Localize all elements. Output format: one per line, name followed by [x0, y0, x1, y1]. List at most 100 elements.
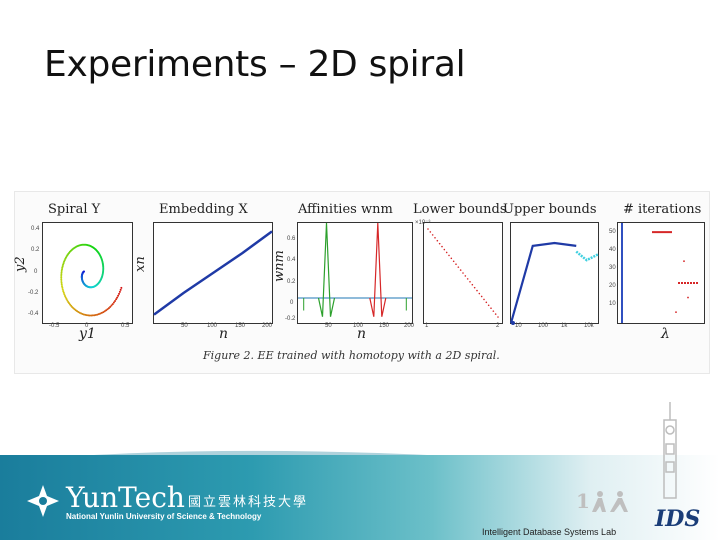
lower-bound-point [494, 313, 497, 315]
lab-name: Intelligent Database Systems Lab [482, 527, 617, 537]
lower-bound-point [455, 263, 457, 265]
spiral-point [61, 288, 64, 291]
upper-bound-line-2 [575, 250, 599, 262]
ylabel-embedding: xn [133, 256, 148, 272]
lower-bound-point [476, 289, 478, 292]
iterations-point [683, 260, 685, 263]
spiral-point [115, 298, 118, 301]
svg-text:1: 1 [576, 489, 590, 513]
ytick: 0.2 [31, 247, 40, 253]
spiral-point [119, 288, 122, 291]
ytick: -0.4 [28, 311, 39, 317]
lower-bound-point [464, 275, 467, 277]
lower-bound-point [431, 234, 434, 236]
ytick: 40 [609, 247, 616, 253]
panel-title-iterations: # iterations [623, 202, 702, 217]
lower-bound-point [443, 248, 446, 251]
plot-affinities [297, 222, 413, 324]
footer-band [0, 455, 720, 540]
ytick: 0.2 [287, 279, 296, 285]
xlabel-embedding: n [219, 326, 229, 342]
spiral-point [117, 294, 120, 297]
xtick: 200 [404, 323, 415, 329]
lower-bound-point [441, 245, 443, 248]
panel-affinities: Affinities wnm wnm 0.6 0.4 0.2 0 -0.2 50… [272, 192, 415, 373]
plot-embedding [153, 222, 273, 324]
lower-bound-point [483, 298, 485, 301]
xtick: 50 [325, 323, 332, 329]
upper-bound-point [511, 321, 515, 325]
spiral-point [60, 276, 63, 279]
lower-bound-point [427, 228, 429, 230]
panel-spiral: Spiral Y y2 0.4 0.2 0 -0.2 -0.4 -0.5 0 0… [13, 192, 135, 373]
spiral-point [60, 274, 63, 277]
panel-title-spiral: Spiral Y [48, 202, 101, 217]
plot-upper [509, 222, 599, 325]
spiral-point [87, 314, 90, 317]
spiral-point [65, 298, 68, 301]
xtick: 150 [379, 323, 390, 329]
spiral-point [60, 273, 63, 276]
spiral-point [118, 290, 121, 293]
spiral-point [110, 304, 113, 307]
xlabel-affinities: n [357, 326, 367, 342]
spiral-point [60, 271, 63, 274]
spiral-point [90, 314, 93, 317]
spiral-point [60, 269, 63, 272]
panel-lower-bounds: Lower bounds ×10⁻³ 1 2 [413, 192, 507, 373]
spiral-point [103, 310, 106, 313]
xtick: -0.5 [49, 323, 60, 329]
spiral-point [62, 290, 65, 293]
lower-bound-point [459, 269, 462, 271]
ytick: 0.4 [31, 226, 40, 232]
lower-bound-point [450, 257, 453, 260]
panel-iterations: # iterations 50 40 30 20 10 λ [601, 192, 709, 373]
xtick: 1 [425, 323, 429, 329]
ytick: 10 [609, 301, 616, 307]
ytick: -0.2 [28, 290, 39, 296]
lower-bound-point [480, 295, 483, 298]
spiral-point [62, 291, 65, 294]
ytick: 0.4 [287, 257, 296, 263]
lower-bound-point [485, 301, 488, 304]
lower-bound-point [466, 278, 469, 280]
spiral-point [107, 307, 110, 310]
plot-iterations [617, 222, 705, 324]
figures-icon: 1 [576, 489, 628, 513]
xtick: 0.5 [121, 323, 130, 329]
spiral-point [106, 308, 109, 311]
spiral-point [61, 285, 64, 288]
lower-bound-point [487, 304, 490, 307]
logo-word: YunTech [66, 481, 185, 514]
xtick: 200 [262, 323, 273, 329]
lower-bound-point [490, 307, 492, 309]
spiral-point [62, 263, 65, 266]
iterations-point [675, 311, 677, 313]
plot-spiral [42, 222, 133, 324]
upper-bound-line [509, 241, 577, 324]
ytick: 0 [34, 269, 38, 275]
xtick: 2 [496, 323, 500, 329]
slide-title: Experiments – 2D spiral [44, 44, 466, 85]
panel-title-embedding: Embedding X [159, 202, 248, 217]
spiral-point [93, 314, 96, 317]
lower-bound-point [452, 260, 455, 263]
lower-bound-point [457, 266, 460, 268]
panel-upper-bounds: Upper bounds 10 100 1k 10k [503, 192, 601, 373]
panel-embedding: Embedding X xn 50 100 150 200 n [133, 192, 275, 373]
xtick: 50 [181, 323, 188, 329]
spiral-point [64, 296, 67, 299]
lower-bound-point [445, 251, 448, 254]
lower-bound-point [469, 281, 471, 283]
lower-bound-point [492, 310, 495, 312]
spiral-point [60, 279, 63, 282]
spiral-point [112, 301, 115, 304]
spiral-point [60, 268, 63, 271]
spiral-point [105, 309, 108, 312]
spiral-point [88, 314, 91, 317]
lower-bound-point [448, 254, 450, 257]
spiral-point [85, 314, 88, 317]
xtick: 10k [584, 323, 594, 329]
spiral-point [109, 305, 112, 308]
spiral-point [118, 292, 121, 295]
